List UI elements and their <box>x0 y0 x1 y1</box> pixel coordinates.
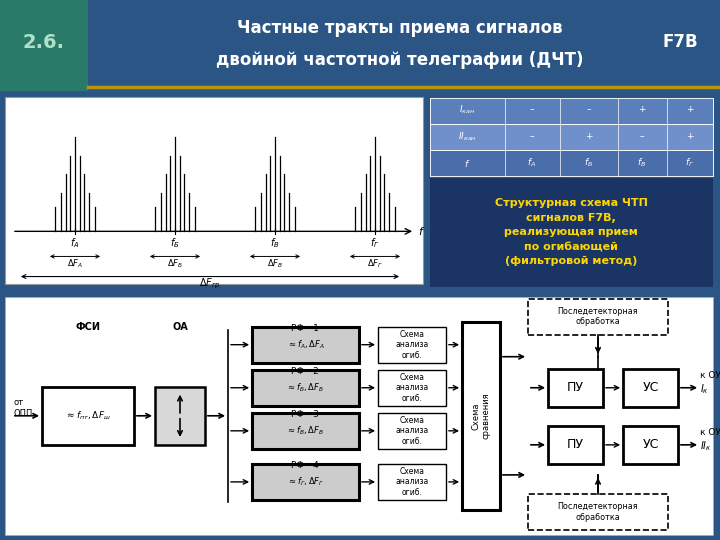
Text: $\Delta F_{А}$: $\Delta F_{А}$ <box>67 257 83 269</box>
Text: $f_{А}$: $f_{А}$ <box>71 237 80 250</box>
Text: $f$: $f$ <box>418 225 426 238</box>
Text: +: + <box>585 132 593 141</box>
FancyBboxPatch shape <box>252 413 359 449</box>
Text: Последетекторная
обработка: Последетекторная обработка <box>558 307 639 326</box>
Text: –: – <box>640 132 644 141</box>
FancyBboxPatch shape <box>252 370 359 406</box>
Text: Частные тракты приема сигналов: Частные тракты приема сигналов <box>237 19 563 37</box>
Text: $f_Г$: $f_Г$ <box>685 157 695 169</box>
FancyBboxPatch shape <box>623 426 678 464</box>
Text: РФ - 4: РФ - 4 <box>291 461 319 470</box>
Text: +: + <box>686 132 694 141</box>
Text: $\approx f_А,\Delta F_А$: $\approx f_А,\Delta F_А$ <box>287 339 325 351</box>
FancyBboxPatch shape <box>378 464 446 500</box>
Text: F7B: F7B <box>662 33 698 51</box>
Text: 2.6.: 2.6. <box>23 33 65 52</box>
FancyBboxPatch shape <box>462 322 500 510</box>
Text: $f_{Г}$: $f_{Г}$ <box>370 237 380 250</box>
Text: ПУ: ПУ <box>567 438 584 451</box>
Text: $\Delta F_{Г}$: $\Delta F_{Г}$ <box>367 257 383 269</box>
Text: $\Delta F_{гр}$: $\Delta F_{гр}$ <box>199 276 221 291</box>
Bar <box>430 98 713 124</box>
Text: двойной частотной телеграфии (ДЧТ): двойной частотной телеграфии (ДЧТ) <box>216 51 584 70</box>
Text: –: – <box>530 132 534 141</box>
Text: УС: УС <box>642 438 659 451</box>
Text: $f$: $f$ <box>464 158 470 168</box>
FancyBboxPatch shape <box>252 464 359 500</box>
Text: $f_В$: $f_В$ <box>637 157 647 169</box>
Bar <box>5 97 423 284</box>
Text: Схема
анализа
огиб.: Схема анализа огиб. <box>395 416 428 446</box>
FancyBboxPatch shape <box>528 494 668 530</box>
Text: РФ - 2: РФ - 2 <box>291 367 319 376</box>
Text: $I_к$: $I_к$ <box>700 382 709 396</box>
Text: $\approx f_Г,\Delta F_Г$: $\approx f_Г,\Delta F_Г$ <box>287 476 324 488</box>
Text: $II_{кан}$: $II_{кан}$ <box>457 131 477 143</box>
FancyBboxPatch shape <box>548 369 603 407</box>
Text: Схема
анализа
огиб.: Схема анализа огиб. <box>395 373 428 403</box>
Text: $I_{кан}$: $I_{кан}$ <box>459 104 475 116</box>
Text: к ОУ: к ОУ <box>700 428 720 437</box>
Text: от: от <box>13 398 23 407</box>
Text: ОА: ОА <box>172 322 188 332</box>
Text: Схема
сравнения: Схема сравнения <box>472 393 491 439</box>
Text: к ОУ: к ОУ <box>700 371 720 380</box>
Text: +: + <box>638 105 646 114</box>
Bar <box>430 150 713 176</box>
FancyBboxPatch shape <box>378 413 446 449</box>
FancyBboxPatch shape <box>528 299 668 335</box>
FancyBboxPatch shape <box>623 369 678 407</box>
Bar <box>0 0 88 91</box>
Text: $\approx f_Б,\Delta F_Б$: $\approx f_Б,\Delta F_Б$ <box>287 381 325 394</box>
Text: $II_к$: $II_к$ <box>700 439 712 453</box>
Text: ПУ: ПУ <box>567 381 584 394</box>
Text: $\Delta F_{Б}$: $\Delta F_{Б}$ <box>167 257 183 269</box>
FancyBboxPatch shape <box>252 327 359 363</box>
FancyBboxPatch shape <box>378 327 446 363</box>
Text: Последетекторная
обработка: Последетекторная обработка <box>558 502 639 522</box>
Text: –: – <box>530 105 534 114</box>
Bar <box>430 124 713 150</box>
Text: ФСИ: ФСИ <box>76 322 101 332</box>
FancyBboxPatch shape <box>378 370 446 406</box>
Text: $f_{Б}$: $f_{Б}$ <box>170 237 180 250</box>
Text: $\approx f_{пт}, \Delta F_{ш}$: $\approx f_{пт}, \Delta F_{ш}$ <box>65 409 111 422</box>
Text: $f_Б$: $f_Б$ <box>585 157 593 169</box>
Text: $\approx f_В,\Delta F_В$: $\approx f_В,\Delta F_В$ <box>287 424 325 437</box>
Text: Структурная схема ЧТП
сигналов F7B,
реализующая прием
по огибающей
(фильтровой м: Структурная схема ЧТП сигналов F7B, реал… <box>495 199 647 266</box>
Text: Схема
анализа
огиб.: Схема анализа огиб. <box>395 330 428 360</box>
Text: РФ - 1: РФ - 1 <box>291 323 319 333</box>
Bar <box>430 178 713 287</box>
Text: ОПП: ОПП <box>13 409 32 418</box>
Text: +: + <box>686 105 694 114</box>
FancyBboxPatch shape <box>548 426 603 464</box>
Text: $\Delta F_{В}$: $\Delta F_{В}$ <box>267 257 283 269</box>
Text: $f_А$: $f_А$ <box>528 157 536 169</box>
Text: Схема
анализа
огиб.: Схема анализа огиб. <box>395 467 428 497</box>
Text: $f_{В}$: $f_{В}$ <box>270 237 280 250</box>
FancyBboxPatch shape <box>155 387 205 445</box>
FancyBboxPatch shape <box>42 387 134 445</box>
Text: УС: УС <box>642 381 659 394</box>
Text: РФ - 3: РФ - 3 <box>291 410 319 419</box>
Text: –: – <box>587 105 591 114</box>
